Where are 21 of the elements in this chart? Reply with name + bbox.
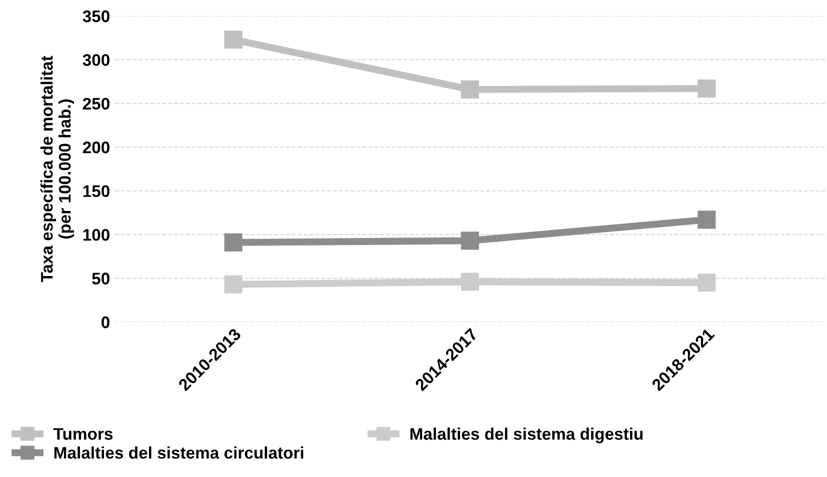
legend-label: Tumors <box>54 428 113 440</box>
y-tick-label: 0 <box>102 316 110 328</box>
y-tick-label: 200 <box>82 142 110 154</box>
legend-label: Malalties del sistema circulatori <box>54 446 304 459</box>
point <box>698 210 716 229</box>
point <box>224 233 242 252</box>
y-tick-label: 250 <box>82 98 110 110</box>
point <box>460 272 480 291</box>
y-axis-title: Taxa específica de mortalitat (per 100.000 hab.) <box>40 56 74 282</box>
point <box>460 80 480 98</box>
point <box>224 30 242 49</box>
point <box>698 80 716 98</box>
y-tick-label: 150 <box>83 185 110 198</box>
point <box>224 275 242 294</box>
y-tick-label: 50 <box>92 272 110 284</box>
point <box>698 274 716 292</box>
y-tick-label: 350 <box>82 10 110 22</box>
point <box>460 232 480 250</box>
legend-label: Malalties del sistema digestiu <box>410 428 643 444</box>
y-tick-label: 100 <box>83 228 110 241</box>
y-tick-label: 300 <box>82 54 110 66</box>
